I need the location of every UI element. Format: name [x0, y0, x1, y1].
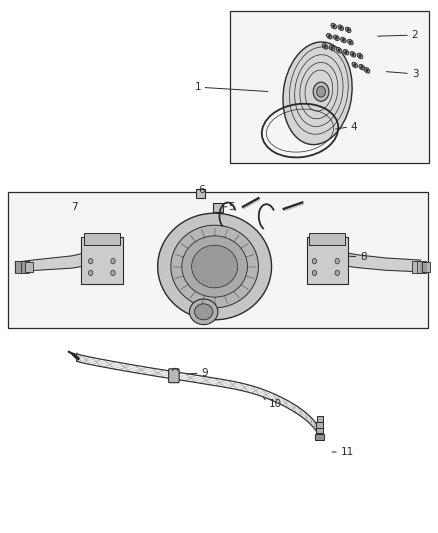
FancyBboxPatch shape	[422, 262, 430, 272]
FancyBboxPatch shape	[412, 261, 421, 273]
Circle shape	[324, 45, 326, 48]
Circle shape	[366, 69, 368, 72]
Circle shape	[328, 35, 331, 38]
Text: 11: 11	[341, 447, 354, 457]
Ellipse shape	[357, 53, 363, 59]
Circle shape	[312, 270, 317, 276]
Ellipse shape	[336, 47, 342, 53]
Circle shape	[347, 28, 350, 31]
Text: 10: 10	[269, 399, 282, 409]
FancyBboxPatch shape	[417, 261, 426, 273]
Text: 9: 9	[201, 368, 208, 378]
Text: 4: 4	[350, 122, 357, 132]
Circle shape	[352, 53, 354, 56]
FancyBboxPatch shape	[25, 262, 33, 272]
Text: 5: 5	[228, 202, 234, 212]
Circle shape	[335, 270, 339, 276]
FancyBboxPatch shape	[8, 192, 428, 328]
FancyBboxPatch shape	[307, 237, 348, 284]
Circle shape	[359, 54, 361, 58]
Circle shape	[349, 41, 352, 44]
Circle shape	[335, 259, 339, 264]
Text: 6: 6	[198, 185, 205, 195]
Text: 2: 2	[412, 30, 418, 40]
Ellipse shape	[189, 299, 218, 325]
Ellipse shape	[171, 225, 258, 308]
Ellipse shape	[192, 245, 237, 288]
FancyBboxPatch shape	[21, 261, 29, 273]
Circle shape	[313, 82, 329, 101]
Circle shape	[335, 36, 338, 39]
Text: 3: 3	[412, 69, 418, 78]
Circle shape	[317, 86, 325, 97]
FancyBboxPatch shape	[316, 427, 323, 433]
Ellipse shape	[343, 50, 349, 55]
Ellipse shape	[334, 35, 339, 41]
Circle shape	[345, 51, 347, 54]
Circle shape	[360, 66, 363, 69]
FancyBboxPatch shape	[15, 261, 25, 273]
FancyBboxPatch shape	[213, 203, 223, 212]
Circle shape	[353, 63, 356, 67]
Ellipse shape	[329, 45, 335, 51]
FancyBboxPatch shape	[317, 416, 323, 422]
FancyBboxPatch shape	[84, 233, 120, 245]
Text: 7: 7	[71, 202, 78, 212]
Ellipse shape	[364, 68, 370, 73]
Ellipse shape	[194, 304, 213, 320]
Text: 8: 8	[360, 252, 367, 262]
Ellipse shape	[331, 23, 336, 29]
FancyBboxPatch shape	[316, 422, 323, 428]
Ellipse shape	[359, 64, 364, 70]
FancyBboxPatch shape	[309, 233, 345, 245]
Ellipse shape	[341, 37, 346, 43]
Circle shape	[88, 270, 93, 276]
FancyBboxPatch shape	[81, 237, 123, 284]
Ellipse shape	[346, 27, 351, 33]
Ellipse shape	[322, 44, 328, 49]
Circle shape	[111, 270, 115, 276]
FancyBboxPatch shape	[230, 11, 429, 163]
Circle shape	[342, 38, 345, 42]
Circle shape	[88, 259, 93, 264]
Ellipse shape	[352, 62, 357, 68]
Circle shape	[312, 259, 317, 264]
Circle shape	[339, 26, 342, 29]
Circle shape	[331, 46, 333, 50]
Ellipse shape	[327, 34, 332, 39]
Circle shape	[332, 25, 335, 28]
Circle shape	[111, 259, 115, 264]
Ellipse shape	[158, 213, 272, 320]
FancyBboxPatch shape	[169, 369, 179, 383]
Polygon shape	[335, 251, 420, 272]
Ellipse shape	[283, 42, 352, 144]
Ellipse shape	[348, 39, 353, 45]
Ellipse shape	[338, 25, 343, 30]
Ellipse shape	[182, 236, 247, 297]
Polygon shape	[15, 251, 94, 272]
Circle shape	[338, 49, 340, 52]
FancyBboxPatch shape	[315, 434, 324, 440]
Ellipse shape	[350, 52, 356, 57]
FancyBboxPatch shape	[196, 189, 205, 198]
Text: 1: 1	[195, 83, 201, 92]
